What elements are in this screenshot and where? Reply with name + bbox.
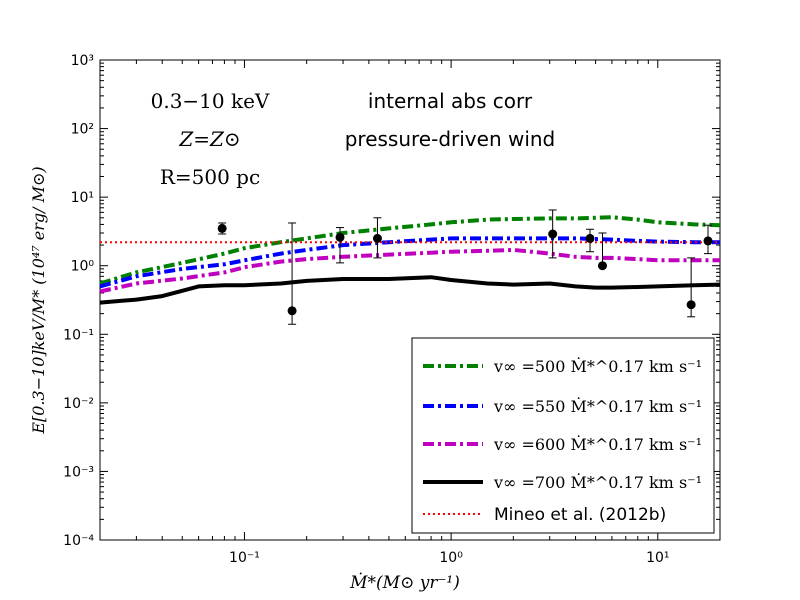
y-axis-label: E[0.3−10]keV/M* (10⁴⁷ erg/ M⊙)	[29, 166, 48, 434]
data-points	[217, 209, 713, 325]
series-line-3	[99, 247, 720, 294]
data-point	[372, 233, 382, 243]
series-line-4	[99, 275, 721, 305]
annotation-band: 0.3−10 keV	[151, 89, 270, 113]
data-point	[585, 233, 595, 243]
legend-label-2: v∞ =550 Ṁ*^0.17 km s⁻¹	[493, 396, 702, 416]
y-tick-label: 10⁻³	[63, 464, 94, 480]
annotation-radius: R=500 pc	[160, 165, 260, 189]
x-axis-label: Ṁ*(M⊙ yr⁻¹)	[349, 572, 460, 593]
x-tick-label: 10⁻¹	[229, 550, 260, 566]
data-point	[217, 223, 227, 233]
series-lines	[99, 215, 721, 305]
x-tick-label: 10⁰	[439, 550, 463, 566]
legend-label-4: v∞ =700 Ṁ*^0.17 km s⁻¹	[493, 472, 702, 492]
axis-ticks: 10⁻⁴ 10⁻³ 10⁻² 10⁻¹ 10⁰ 10¹ 10² 10³ 10⁻¹ 10⁰ 10¹	[63, 53, 721, 566]
series-line-2	[99, 236, 720, 289]
annotation-absorption: internal abs corr	[368, 89, 533, 113]
data-point	[548, 229, 558, 239]
x-tick-label: 10¹	[646, 550, 669, 566]
legend: v∞ =500 Ṁ*^0.17 km s⁻¹ v∞ =550 Ṁ*^0.17 km…	[411, 337, 715, 534]
annotation-metallicity: Z=Z⊙	[178, 127, 240, 151]
data-point	[335, 232, 345, 242]
y-tick-label: 10⁰	[71, 259, 95, 275]
legend-box	[411, 337, 715, 534]
y-tick-label: 10⁻⁴	[63, 533, 94, 549]
legend-label-1: v∞ =500 Ṁ*^0.17 km s⁻¹	[493, 356, 702, 376]
y-tick-label: 10²	[71, 122, 94, 138]
data-point	[287, 306, 297, 316]
legend-label-3: v∞ =600 Ṁ*^0.17 km s⁻¹	[493, 434, 702, 454]
y-tick-label: 10¹	[71, 190, 94, 206]
data-point	[597, 261, 607, 271]
y-tick-label: 10³	[71, 53, 94, 69]
data-point	[703, 236, 713, 246]
legend-label-5: Mineo et al. (2012b)	[494, 505, 666, 525]
data-point	[686, 300, 696, 310]
annotation-wind: pressure-driven wind	[345, 127, 556, 151]
y-tick-label: 10⁻²	[63, 396, 94, 412]
series-line-1	[99, 215, 721, 286]
y-tick-label: 10⁻¹	[63, 327, 94, 343]
